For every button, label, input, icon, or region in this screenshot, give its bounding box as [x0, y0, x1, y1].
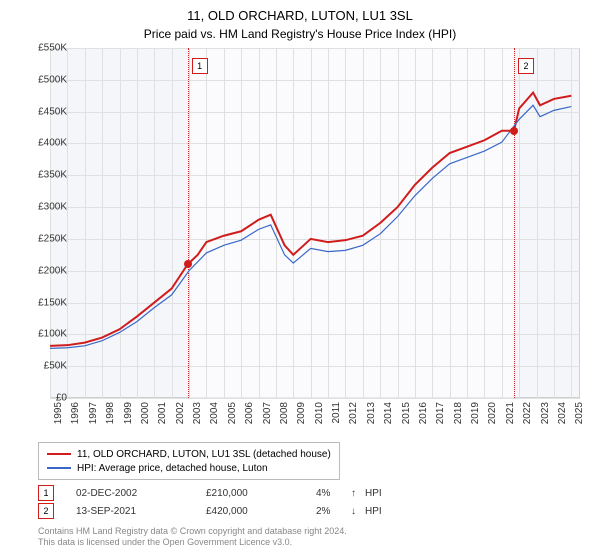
x-tick-label: 1996 [70, 402, 81, 424]
x-tick-label: 2023 [540, 402, 551, 424]
x-tick-label: 2005 [227, 402, 238, 424]
arrow-down-icon: ↓ [351, 506, 365, 517]
x-tick-label: 2022 [522, 402, 533, 424]
x-tick-label: 1997 [88, 402, 99, 424]
legend-item: HPI: Average price, detached house, Luto… [47, 461, 331, 475]
footnote-line2: This data is licensed under the Open Gov… [38, 537, 292, 547]
x-tick-label: 2019 [470, 402, 481, 424]
event-row: 1 02-DEC-2002 £210,000 4% ↑ HPI [38, 484, 382, 502]
x-tick-label: 2017 [435, 402, 446, 424]
event-marker-box: 1 [38, 485, 54, 501]
series-hpi_luton_detached [50, 105, 571, 348]
x-tick-label: 2014 [383, 402, 394, 424]
event-index-label: HPI [365, 506, 382, 517]
x-tick-label: 2009 [296, 402, 307, 424]
event-marker-box: 2 [38, 503, 54, 519]
series-lines [50, 48, 580, 398]
x-tick-label: 2016 [418, 402, 429, 424]
y-tick-label: £150K [25, 297, 67, 308]
x-tick-label: 2003 [192, 402, 203, 424]
footnote-line1: Contains HM Land Registry data © Crown c… [38, 526, 347, 536]
point-marker [184, 260, 192, 268]
y-tick-label: £100K [25, 329, 67, 340]
x-tick-label: 2008 [279, 402, 290, 424]
x-tick-label: 1995 [53, 402, 64, 424]
y-tick-label: £400K [25, 138, 67, 149]
chart-title-line2: Price paid vs. HM Land Registry's House … [0, 27, 600, 41]
series-property_price [50, 93, 571, 346]
x-tick-label: 2002 [175, 402, 186, 424]
event-date: 13-SEP-2021 [76, 506, 206, 517]
x-tick-label: 2018 [453, 402, 464, 424]
x-tick-label: 2012 [348, 402, 359, 424]
event-price: £420,000 [206, 506, 316, 517]
legend-item: 11, OLD ORCHARD, LUTON, LU1 3SL (detache… [47, 447, 331, 461]
event-row: 2 13-SEP-2021 £420,000 2% ↓ HPI [38, 502, 382, 520]
x-tick-label: 1999 [123, 402, 134, 424]
event-price: £210,000 [206, 488, 316, 499]
grid-line-h [50, 398, 580, 399]
y-tick-label: £250K [25, 233, 67, 244]
y-tick-label: £550K [25, 43, 67, 54]
x-tick-label: 2025 [574, 402, 585, 424]
plot-area: 12 [50, 48, 580, 398]
y-tick-label: £450K [25, 106, 67, 117]
x-tick-label: 1998 [105, 402, 116, 424]
x-tick-label: 2021 [505, 402, 516, 424]
events-table: 1 02-DEC-2002 £210,000 4% ↑ HPI 2 13-SEP… [38, 484, 382, 549]
legend: 11, OLD ORCHARD, LUTON, LU1 3SL (detache… [38, 442, 340, 480]
legend-label: HPI: Average price, detached house, Luto… [77, 463, 268, 474]
y-tick-label: £500K [25, 74, 67, 85]
y-tick-label: £50K [25, 361, 67, 372]
x-tick-label: 2024 [557, 402, 568, 424]
y-tick-label: £350K [25, 170, 67, 181]
x-tick-label: 2011 [331, 402, 342, 424]
x-tick-label: 2007 [262, 402, 273, 424]
point-marker [510, 127, 518, 135]
x-tick-label: 2006 [244, 402, 255, 424]
chart-container: 11, OLD ORCHARD, LUTON, LU1 3SL Price pa… [0, 0, 600, 560]
event-date: 02-DEC-2002 [76, 488, 206, 499]
event-pct: 2% [316, 506, 351, 517]
legend-swatch [47, 467, 71, 468]
x-tick-label: 2020 [487, 402, 498, 424]
x-tick-label: 2004 [209, 402, 220, 424]
legend-label: 11, OLD ORCHARD, LUTON, LU1 3SL (detache… [77, 449, 331, 460]
x-tick-label: 2013 [366, 402, 377, 424]
event-index-label: HPI [365, 488, 382, 499]
event-pct: 4% [316, 488, 351, 499]
x-tick-label: 2000 [140, 402, 151, 424]
legend-swatch [47, 453, 71, 455]
chart-title-line1: 11, OLD ORCHARD, LUTON, LU1 3SL [0, 0, 600, 25]
footnote: Contains HM Land Registry data © Crown c… [38, 526, 382, 549]
y-tick-label: £300K [25, 202, 67, 213]
x-tick-label: 2010 [314, 402, 325, 424]
x-tick-label: 2015 [401, 402, 412, 424]
arrow-up-icon: ↑ [351, 488, 365, 499]
x-tick-label: 2001 [157, 402, 168, 424]
y-tick-label: £200K [25, 265, 67, 276]
